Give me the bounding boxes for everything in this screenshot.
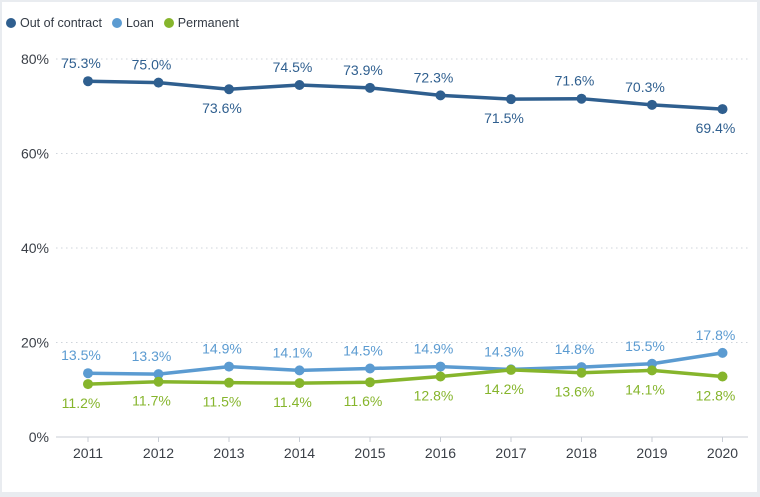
x-tick-label-2020: 2020 <box>707 445 738 461</box>
x-tick-label-2014: 2014 <box>284 445 315 461</box>
data-label-out-of-contract-2019: 70.3% <box>625 79 665 95</box>
data-label-permanent-2013: 11.5% <box>203 394 242 410</box>
data-label-out-of-contract-2013: 73.6% <box>202 100 242 116</box>
x-tick-label-2019: 2019 <box>636 445 667 461</box>
x-tick-label-2015: 2015 <box>354 445 385 461</box>
data-point-out-of-contract-2013 <box>224 84 234 95</box>
data-label-out-of-contract-2011: 75.3% <box>61 55 101 71</box>
data-point-loan-2014 <box>294 365 305 376</box>
data-label-out-of-contract-2020: 69.4% <box>696 120 736 136</box>
x-tick-label-2017: 2017 <box>495 445 526 461</box>
data-label-loan-2019: 15.5% <box>625 338 665 354</box>
data-label-loan-2018: 14.8% <box>555 341 595 357</box>
data-point-loan-2020 <box>717 347 728 358</box>
data-label-permanent-2011: 11.2% <box>62 395 101 411</box>
data-label-loan-2020: 17.8% <box>696 327 736 343</box>
data-point-out-of-contract-2019 <box>647 99 657 110</box>
series-line-loan <box>86 351 725 376</box>
x-tick-label-2012: 2012 <box>143 445 174 461</box>
series-line-out-of-contract <box>86 79 725 111</box>
data-point-permanent-2017 <box>506 364 516 375</box>
data-label-permanent-2017: 14.2% <box>484 381 524 397</box>
data-point-loan-2011 <box>83 368 93 379</box>
legend-label-loan: Loan <box>125 16 154 30</box>
data-point-permanent-2011 <box>83 379 93 390</box>
data-label-permanent-2018: 13.6% <box>555 384 595 400</box>
data-label-out-of-contract-2015: 73.9% <box>343 62 383 78</box>
data-label-loan-2011: 13.5% <box>61 347 101 363</box>
data-label-loan-2014: 14.1% <box>273 344 313 360</box>
data-point-out-of-contract-2012 <box>153 77 164 88</box>
x-tick-label-2013: 2013 <box>213 445 244 461</box>
data-point-loan-2013 <box>224 361 234 372</box>
data-point-permanent-2018 <box>576 367 587 378</box>
legend-dot-out-of-contract <box>6 18 16 28</box>
legend-item-out-of-contract[interactable]: Out of contract <box>6 16 102 30</box>
data-label-out-of-contract-2014: 74.5% <box>273 59 313 75</box>
data-label-out-of-contract-2017: 71.5% <box>484 110 524 126</box>
legend-item-permanent[interactable]: Permanent <box>163 16 239 30</box>
y-tick-label-60: 60% <box>21 146 49 162</box>
data-point-loan-2015 <box>365 363 375 374</box>
y-tick-label-20: 20% <box>21 335 49 351</box>
data-point-permanent-2012 <box>153 376 164 387</box>
legend-dot-loan <box>111 18 122 28</box>
chart-legend: Out of contract Loan Permanent <box>6 14 239 32</box>
data-point-permanent-2014 <box>294 378 305 389</box>
data-point-permanent-2013 <box>224 377 234 388</box>
data-point-permanent-2020 <box>717 371 728 382</box>
data-point-loan-2012 <box>153 369 164 380</box>
data-label-loan-2013: 14.9% <box>202 341 242 357</box>
data-point-permanent-2019 <box>647 365 657 376</box>
data-label-out-of-contract-2018: 71.6% <box>555 73 595 89</box>
y-tick-label-80: 80% <box>21 51 49 67</box>
data-point-out-of-contract-2015 <box>365 82 375 93</box>
legend-label-permanent: Permanent <box>177 16 239 30</box>
y-tick-label-40: 40% <box>21 240 49 256</box>
data-point-out-of-contract-2020 <box>717 104 728 115</box>
data-label-permanent-2012: 11.7% <box>132 393 171 409</box>
data-point-out-of-contract-2017 <box>506 94 516 105</box>
x-tick-label-2018: 2018 <box>566 445 597 461</box>
data-point-out-of-contract-2011 <box>83 76 93 87</box>
series-line-permanent <box>86 368 725 386</box>
x-tick-label-2011: 2011 <box>73 445 103 461</box>
data-point-permanent-2015 <box>365 377 375 388</box>
data-label-permanent-2020: 12.8% <box>696 388 736 404</box>
data-label-out-of-contract-2012: 75.0% <box>132 57 172 73</box>
data-label-out-of-contract-2016: 72.3% <box>414 69 454 85</box>
data-label-loan-2016: 14.9% <box>414 341 454 357</box>
y-tick-label-0: 0% <box>29 429 49 445</box>
data-label-permanent-2016: 12.8% <box>414 388 454 404</box>
data-label-loan-2015: 14.5% <box>343 342 383 358</box>
data-label-loan-2017: 14.3% <box>484 343 524 359</box>
legend-label-out-of-contract: Out of contract <box>20 16 102 30</box>
data-point-out-of-contract-2018 <box>576 93 587 104</box>
data-label-permanent-2019: 14.1% <box>625 381 665 397</box>
legend-item-loan[interactable]: Loan <box>111 16 154 30</box>
data-point-permanent-2016 <box>435 371 446 382</box>
data-point-out-of-contract-2016 <box>435 90 446 101</box>
data-point-loan-2016 <box>435 361 446 372</box>
data-label-permanent-2014: 11.4% <box>273 394 312 410</box>
data-point-out-of-contract-2014 <box>294 79 305 90</box>
data-label-loan-2012: 13.3% <box>132 348 172 364</box>
x-tick-label-2016: 2016 <box>425 445 456 461</box>
legend-dot-permanent <box>163 18 174 28</box>
data-label-permanent-2015: 11.6% <box>344 393 383 409</box>
